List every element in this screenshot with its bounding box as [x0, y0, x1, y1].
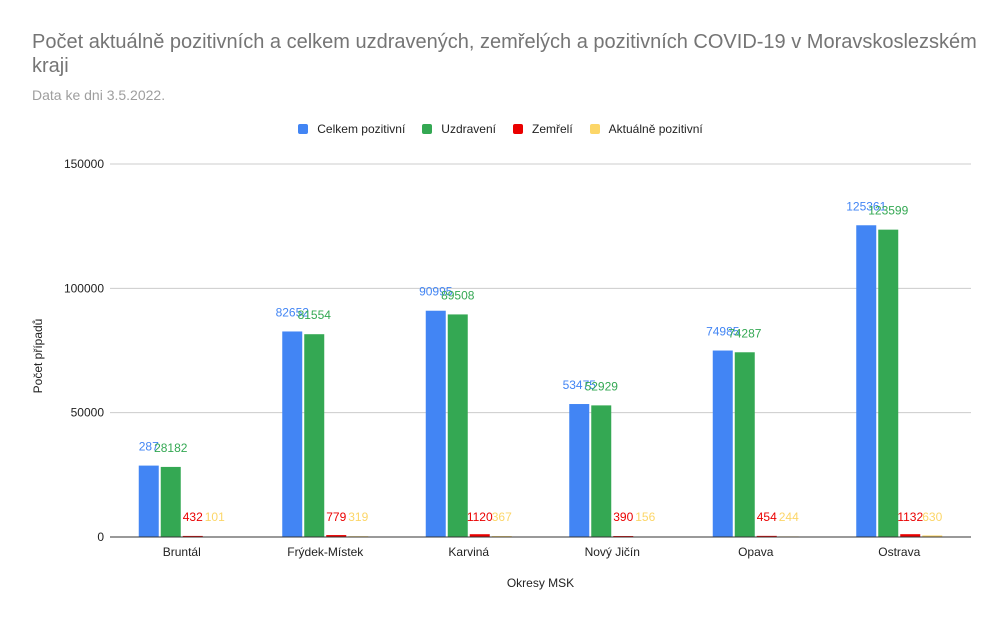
data-label: 74985 [706, 325, 740, 339]
x-tick-label: Ostrava [878, 545, 920, 559]
legend-item-celkem-pozitivni[interactable]: Celkem pozitivní [298, 122, 405, 136]
data-label: 90995 [419, 285, 453, 299]
data-label: 28182 [154, 441, 188, 455]
bar [569, 404, 590, 537]
data-label: 123599 [868, 204, 908, 218]
x-tick-label: Opava [738, 545, 774, 559]
data-label: 82652 [276, 305, 310, 319]
bar [712, 350, 733, 537]
bar [182, 535, 203, 537]
data-label: 630 [922, 510, 942, 524]
x-tick-label: Bruntál [163, 545, 201, 559]
data-label: 390 [613, 510, 633, 524]
legend-swatch [589, 124, 600, 134]
data-label: 319 [348, 510, 368, 524]
data-label: 53475 [563, 378, 597, 392]
bar [447, 314, 468, 537]
data-label: 81554 [298, 308, 332, 322]
data-label: 1132 [897, 510, 923, 524]
data-label: 74287 [728, 326, 762, 340]
chart-legend: Celkem pozitivní Uzdravení Zemřelí Aktuá… [0, 122, 1001, 136]
data-label: 1120 [467, 510, 493, 524]
data-label: 89508 [441, 288, 475, 302]
bar [878, 229, 899, 537]
legend-item-zemreli[interactable]: Zemřelí [513, 122, 573, 136]
x-tick-label: Karviná [448, 545, 489, 559]
bar [304, 334, 325, 537]
data-label: 244 [779, 510, 799, 524]
legend-label: Aktuálně pozitivní [608, 122, 703, 136]
data-label: 156 [635, 510, 655, 524]
chart-title: Počet aktuálně pozitivních a celkem uzdr… [32, 31, 977, 77]
x-tick-label: Frýdek-Místek [287, 545, 364, 559]
bar [282, 331, 303, 537]
legend-swatch [422, 124, 433, 134]
data-label: 125361 [846, 199, 886, 213]
bar [160, 466, 181, 537]
legend-label: Celkem pozitivní [317, 122, 406, 136]
x-tick-label: Nový Jičín [585, 545, 640, 559]
bar [856, 225, 877, 537]
bar [900, 534, 921, 537]
y-tick-label: 0 [97, 530, 104, 544]
bar [756, 535, 777, 537]
data-label: 779 [326, 510, 346, 524]
legend-swatch [513, 124, 523, 134]
x-axis-title: Okresy MSK [507, 576, 574, 590]
bar [922, 535, 943, 537]
y-axis-title: Počet případů [31, 319, 45, 394]
data-label: 101 [205, 510, 225, 524]
legend-label: Uzdravení [441, 122, 496, 136]
data-label: 52929 [585, 379, 619, 393]
data-label: 432 [183, 510, 203, 524]
bar [138, 465, 159, 537]
bar [734, 352, 755, 537]
bar [469, 534, 490, 537]
legend-label: Zemřelí [532, 122, 573, 136]
legend-swatch [298, 124, 309, 134]
chart-subtitle: Data ke dni 3.5.2022. [32, 87, 166, 103]
legend-item-aktualne-pozitivni[interactable]: Aktuálně pozitivní [589, 122, 703, 136]
bar [326, 535, 347, 537]
data-label: 367 [492, 510, 512, 524]
y-tick-label: 100000 [64, 281, 104, 295]
legend-item-uzdraveni[interactable]: Uzdravení [422, 122, 496, 136]
data-label: 287 [139, 440, 159, 454]
y-tick-label: 150000 [64, 157, 104, 171]
bar [591, 405, 612, 537]
y-tick-label: 50000 [71, 406, 105, 420]
data-label: 454 [757, 510, 777, 524]
bar [425, 310, 446, 537]
